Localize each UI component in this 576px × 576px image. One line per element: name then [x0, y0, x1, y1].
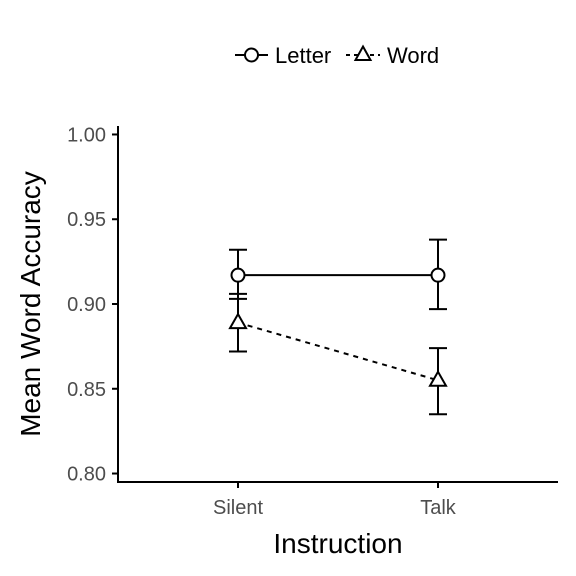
x-tick-label: Talk	[420, 497, 457, 519]
data-point-letter	[430, 267, 446, 283]
x-tick-label: Silent	[213, 497, 263, 519]
legend-label-letter: Letter	[275, 43, 331, 68]
data-point-word	[428, 369, 448, 387]
x-axis-title: Instruction	[273, 528, 402, 559]
y-axis-title: Mean Word Accuracy	[15, 171, 46, 437]
y-tick-label: 0.85	[67, 379, 106, 401]
y-tick-label: 0.80	[67, 464, 106, 486]
series-line-word	[237, 321, 439, 382]
y-tick-label: 0.95	[67, 209, 106, 231]
legend-marker-letter	[244, 47, 259, 63]
y-tick-label: 0.90	[67, 294, 106, 316]
legend-label-word: Word	[387, 43, 439, 68]
series-letter	[229, 238, 447, 311]
x-ticks: Silent Talk	[213, 482, 457, 519]
data-point-word	[228, 312, 248, 330]
y-ticks: 0.80 0.85 0.90 0.95 1.00	[67, 124, 118, 486]
legend: Letter Word	[235, 43, 439, 68]
legend-marker-word	[353, 44, 373, 61]
plot-area	[228, 238, 448, 416]
series-word	[228, 292, 448, 416]
y-tick-label: 1.00	[67, 124, 106, 146]
data-point-letter	[230, 267, 246, 283]
